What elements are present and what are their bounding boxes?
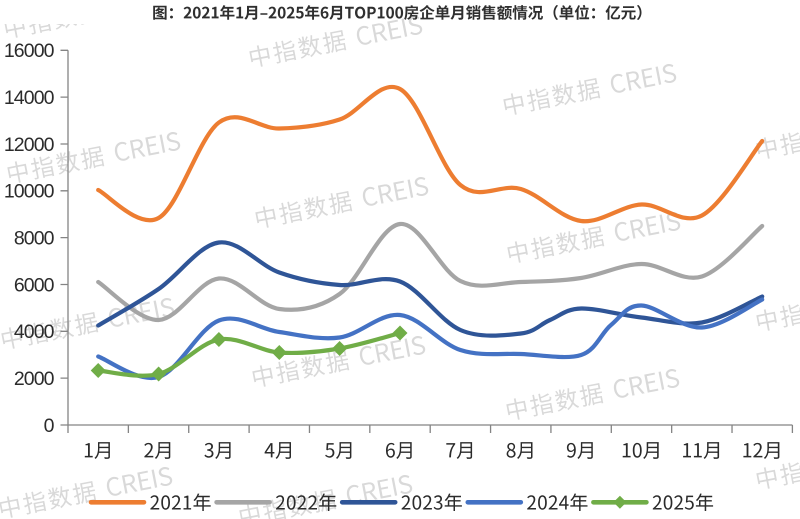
svg-text:12000: 12000 bbox=[4, 134, 55, 156]
svg-text:6000: 6000 bbox=[14, 274, 55, 296]
svg-text:14000: 14000 bbox=[4, 87, 55, 109]
svg-text:16000: 16000 bbox=[4, 40, 55, 62]
svg-text:10000: 10000 bbox=[4, 181, 55, 203]
svg-text:8000: 8000 bbox=[14, 228, 55, 250]
svg-text:2000: 2000 bbox=[14, 368, 55, 390]
svg-text:0: 0 bbox=[44, 415, 55, 437]
svg-text:4000: 4000 bbox=[14, 321, 55, 343]
